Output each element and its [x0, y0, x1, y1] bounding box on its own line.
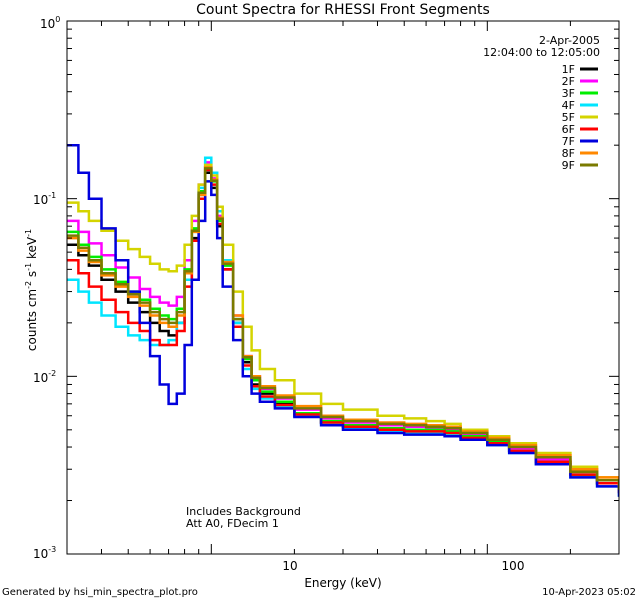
- generated-by: Generated by hsi_min_spectra_plot.pro: [2, 587, 198, 598]
- x-tick-label: 100: [502, 559, 525, 573]
- hatch-line: [0, 0, 435, 554]
- note-attenuator: Att A0, FDecim 1: [186, 517, 279, 530]
- legend-label-7F: 7F: [562, 135, 575, 148]
- plot-frame: [66, 20, 620, 555]
- hatch-line: [11, 0, 571, 554]
- legend-label-1F: 1F: [562, 63, 575, 76]
- hatch-line: [0, 0, 129, 554]
- hatch-line: [0, 0, 469, 554]
- y-tick-label: 10-3: [33, 545, 56, 561]
- legend-label-2F: 2F: [562, 75, 575, 88]
- legend-label-3F: 3F: [562, 87, 575, 100]
- hatch-line: [0, 0, 401, 554]
- background-hatch-region: [0, 0, 640, 554]
- hatch-line: [79, 0, 639, 554]
- legend-label-6F: 6F: [562, 123, 575, 136]
- series-line-9F: [67, 167, 619, 490]
- note-background: Includes Background: [186, 505, 301, 518]
- axis-ticks: [66, 20, 620, 555]
- x-tick-label: 10: [282, 559, 297, 573]
- hatch-line: [0, 0, 503, 554]
- hatch-line: [0, 0, 95, 554]
- date-label: 2-Apr-2005: [539, 34, 600, 47]
- legend-label-9F: 9F: [562, 159, 575, 172]
- hatch-line: [0, 0, 333, 554]
- series-layer: [67, 21, 619, 554]
- legend-label-8F: 8F: [562, 147, 575, 160]
- x-axis-label: Energy (keV): [304, 576, 381, 590]
- hatch-line: [0, 0, 299, 554]
- hatch-line: [0, 0, 27, 554]
- time-range-label: 12:04:00 to 12:05:00: [483, 46, 600, 59]
- hatch-line: [0, 0, 537, 554]
- y-tick-label: 10-1: [33, 191, 56, 207]
- legend-label-5F: 5F: [562, 111, 575, 124]
- y-tick-label: 10-2: [33, 369, 56, 385]
- chart-title: Count Spectra for RHESSI Front Segments: [196, 2, 490, 18]
- y-axis-label: counts cm-2 s-1 keV-1: [24, 229, 39, 351]
- legend-label-4F: 4F: [562, 99, 575, 112]
- y-tick-label: 100: [40, 15, 60, 31]
- footer-timestamp: 10-Apr-2023 05:02: [542, 587, 636, 598]
